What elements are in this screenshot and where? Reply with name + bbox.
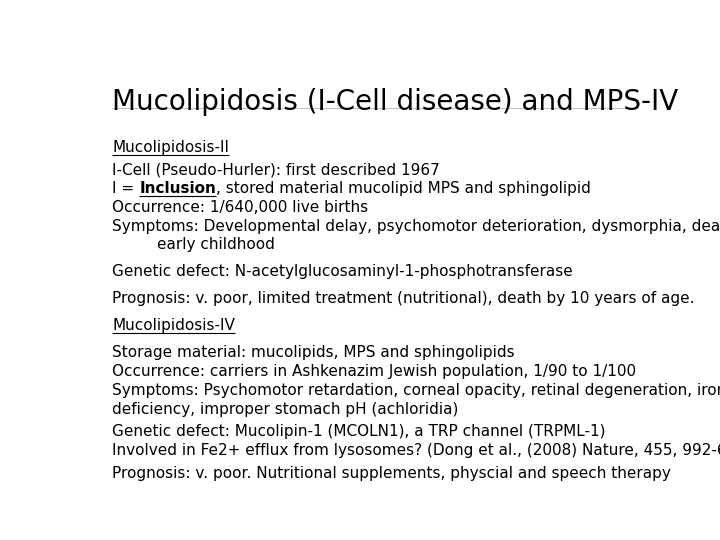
Text: Occurrence: carriers in Ashkenazim Jewish population, 1/90 to 1/100: Occurrence: carriers in Ashkenazim Jewis…: [112, 364, 636, 379]
Text: Mucolipidosis-IV: Mucolipidosis-IV: [112, 319, 235, 333]
Text: I-Cell (Pseudo-Hurler): first described 1967: I-Cell (Pseudo-Hurler): first described …: [112, 163, 440, 178]
Text: Involved in Fe2+ efflux from lysosomes? (Dong et al., (2008) Nature, 455, 992-6): Involved in Fe2+ efflux from lysosomes? …: [112, 443, 720, 458]
Text: Symptoms: Psychomotor retardation, corneal opacity, retinal degeneration, iron: Symptoms: Psychomotor retardation, corne…: [112, 383, 720, 398]
Text: Genetic defect: Mucolipin-1 (MCOLN1), a TRP channel (TRPML-1): Genetic defect: Mucolipin-1 (MCOLN1), a …: [112, 424, 606, 440]
Text: Mucolipidosis-II: Mucolipidosis-II: [112, 140, 229, 154]
Text: Prognosis: v. poor, limited treatment (nutritional), death by 10 years of age.: Prognosis: v. poor, limited treatment (n…: [112, 292, 695, 306]
Text: Storage material: mucolipids, MPS and sphingolipids: Storage material: mucolipids, MPS and sp…: [112, 346, 515, 361]
Text: Prognosis: v. poor. Nutritional supplements, physcial and speech therapy: Prognosis: v. poor. Nutritional suppleme…: [112, 466, 671, 481]
Text: Symptoms: Developmental delay, psychomotor deterioration, dysmorphia, death in: Symptoms: Developmental delay, psychomot…: [112, 219, 720, 234]
Text: deficiency, improper stomach pH (achloridia): deficiency, improper stomach pH (achlori…: [112, 402, 459, 416]
Text: Inclusion: Inclusion: [140, 181, 216, 196]
Text: I =: I =: [112, 181, 140, 196]
Text: Mucolipidosis (I-Cell disease) and MPS-IV: Mucolipidosis (I-Cell disease) and MPS-I…: [112, 87, 678, 116]
Text: Genetic defect: N-acetylglucosaminyl-1-phosphotransferase: Genetic defect: N-acetylglucosaminyl-1-p…: [112, 265, 573, 279]
Text: , stored material mucolipid MPS and sphingolipid: , stored material mucolipid MPS and sphi…: [216, 181, 591, 196]
Text: Occurrence: 1/640,000 live births: Occurrence: 1/640,000 live births: [112, 200, 369, 215]
Text: early childhood: early childhood: [157, 238, 275, 252]
